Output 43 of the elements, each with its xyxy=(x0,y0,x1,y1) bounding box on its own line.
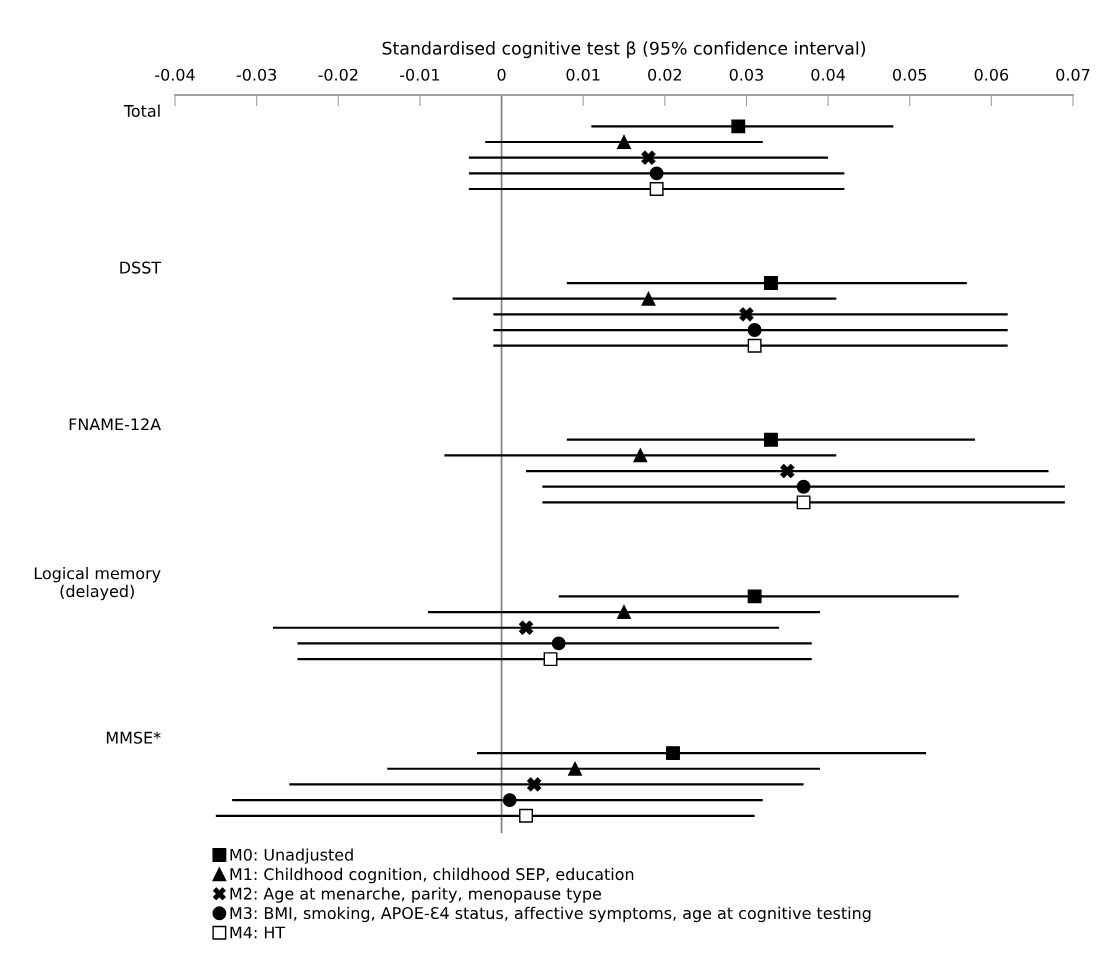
y-tick-label: Total xyxy=(123,104,160,117)
x-tick-label: 0.01 xyxy=(566,68,600,81)
point xyxy=(649,166,664,181)
point xyxy=(764,432,778,447)
point xyxy=(617,135,631,149)
x-tick-label: 0 xyxy=(497,68,506,81)
point xyxy=(747,323,762,337)
point xyxy=(617,605,631,620)
legend-label: M1: Childhood cognition, childhood SEP, education xyxy=(230,867,634,884)
legend-label: M2: Age at menarche, parity, menopause type xyxy=(230,887,602,903)
x-tick-label: -0.03 xyxy=(236,68,277,81)
point xyxy=(543,652,558,667)
x-tick-label: -0.02 xyxy=(318,68,358,81)
x-tick-label: 0.07 xyxy=(1056,68,1090,81)
y-tick-label: FNAME-12A xyxy=(69,418,161,431)
point xyxy=(633,448,648,463)
point xyxy=(641,291,656,306)
point xyxy=(796,495,811,510)
x-tick-label: -0.01 xyxy=(400,68,440,81)
x-tick-label: 0.02 xyxy=(648,68,681,81)
point xyxy=(568,761,582,776)
x-tick-label: 0.05 xyxy=(893,68,927,81)
point xyxy=(796,479,811,494)
x-tick-label: 0.06 xyxy=(974,68,1009,81)
y-tick-label: MMSE* xyxy=(106,731,161,744)
point xyxy=(747,338,762,353)
y-tick-label: DSST xyxy=(120,261,162,274)
point xyxy=(551,636,566,651)
legend-label: M4: HT xyxy=(230,926,286,939)
legend-label: M0: Unadjusted xyxy=(230,848,353,864)
point xyxy=(502,793,517,808)
x-tick-label: -0.04 xyxy=(155,68,195,81)
point xyxy=(649,182,664,196)
y-tick-label: Logical memory (delayed) xyxy=(34,566,161,601)
point xyxy=(731,119,746,134)
x-tick-label: 0.04 xyxy=(811,68,845,81)
x-axis-title: Standardised cognitive test β (95% confidence interval) xyxy=(382,41,866,59)
legend-label: M3: BMI, smoking, APOE-Ɛ4 status, affective symptoms, age at cognitive testing xyxy=(230,906,871,923)
point xyxy=(519,808,533,823)
point xyxy=(764,276,778,290)
point xyxy=(666,746,680,761)
point xyxy=(747,589,762,604)
x-tick-label: 0.03 xyxy=(729,68,763,81)
